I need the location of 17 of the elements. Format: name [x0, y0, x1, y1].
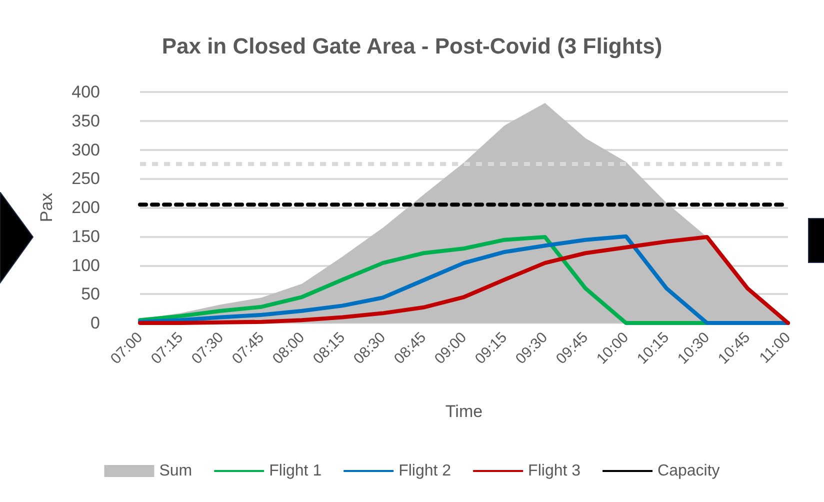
legend-label: Flight 3: [528, 462, 581, 480]
y-tick-label: 150: [72, 226, 100, 246]
legend-label: Capacity: [658, 462, 720, 480]
chart-title: Pax in Closed Gate Area - Post-Covid (3 Flights): [162, 34, 662, 58]
y-tick-label: 400: [72, 82, 100, 102]
y-tick-label: 300: [72, 140, 100, 160]
y-tick-label: 0: [90, 314, 100, 332]
y-tick-label: 100: [72, 256, 100, 275]
y-axis-title: Pax: [37, 192, 56, 222]
legend-label: Flight 2: [398, 462, 452, 480]
y-tick-label: 350: [72, 111, 100, 130]
x-axis-title: Time: [445, 402, 483, 421]
y-tick-label: 50: [81, 284, 100, 304]
legend-label: Sum: [159, 462, 192, 480]
y-tick-label: 250: [72, 169, 100, 188]
legend-label: Flight 1: [269, 462, 322, 480]
y-tick-label: 200: [72, 198, 100, 217]
